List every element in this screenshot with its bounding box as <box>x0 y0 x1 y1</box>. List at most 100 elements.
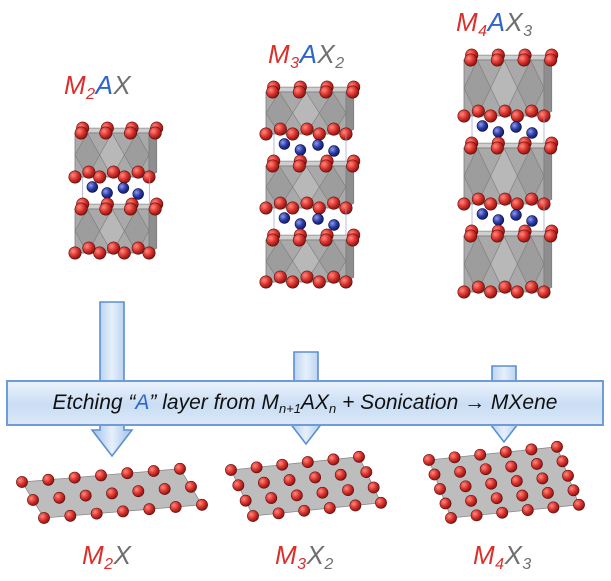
mxene-3-atom <box>439 497 452 510</box>
max-3-metal-atom <box>464 53 478 67</box>
max-1-metal-atom <box>82 165 96 179</box>
max-2-a-atom <box>278 138 291 150</box>
mxene-2-atom <box>349 499 362 512</box>
mxene-3-atom <box>423 454 435 466</box>
mxene-sheet-1 <box>16 462 208 524</box>
mxene-1-atom <box>106 487 118 500</box>
banner-part1: Etching “ <box>52 390 136 414</box>
mxene-3-atom <box>531 458 543 470</box>
max-2-metal-atom <box>273 196 287 210</box>
mxene-2-atom <box>290 489 303 502</box>
max-1-metal-atom <box>68 246 82 260</box>
mxene-2-atom <box>298 504 311 517</box>
max-3-a-atom <box>476 120 489 132</box>
banner-sub1: n+1 <box>278 400 301 416</box>
mxene-1-atom <box>143 503 156 516</box>
mxene-1-atom <box>196 498 208 511</box>
mxene-1-atom <box>53 491 66 504</box>
max-2-a-atom <box>328 219 340 231</box>
mxene-sheet-3 <box>423 440 585 524</box>
max-2-metal-atom <box>319 85 333 99</box>
mxene-3-atom <box>448 451 461 464</box>
mxene-2-atom <box>316 486 329 499</box>
max-3-metal-atom <box>484 197 498 211</box>
max-1-metal-atom <box>107 165 121 179</box>
max-2-metal-atom <box>259 275 273 289</box>
max-structure-3 <box>457 48 559 299</box>
mxene-2-atom <box>258 476 270 489</box>
mxene-2-atom <box>225 464 237 476</box>
mxene-2-atom <box>265 492 278 504</box>
max-3-metal-atom <box>471 104 485 118</box>
max-3-metal-atom <box>510 109 524 123</box>
max-3-metal-atom <box>544 53 558 67</box>
mxene-1-atom <box>27 494 39 506</box>
label-m4ax3-m: M <box>456 7 479 37</box>
max-3-a-atom <box>492 214 505 226</box>
mxene-3-atom <box>428 468 441 481</box>
max-2-metal-atom <box>286 127 300 141</box>
label-m3x2-m-sub: 3 <box>297 556 307 573</box>
max-2-metal-atom <box>300 270 314 284</box>
mxene-1-atom <box>169 501 182 513</box>
max-3-metal-atom <box>517 141 531 155</box>
mxene-3-atom <box>499 446 512 458</box>
max-2-metal-atom <box>286 201 300 215</box>
label-m4x3-x-sub: 3 <box>522 556 532 573</box>
mxene-1-atom <box>90 507 103 520</box>
banner-part2: ” layer from M <box>149 390 279 414</box>
mxene-3-atom <box>490 492 503 505</box>
max-3-metal-atom <box>464 141 478 155</box>
mxene-2-atom <box>232 479 245 492</box>
mxene-2-atom <box>353 450 365 463</box>
mxene-2-atom <box>309 471 322 484</box>
label-m2x-x: X <box>113 540 132 570</box>
max-3-a-atom <box>510 121 522 133</box>
label-m4x3-m: M <box>473 540 496 570</box>
mxene-3-atom <box>505 460 518 473</box>
max-2-metal-atom <box>319 233 333 247</box>
mxene-1-atom <box>64 509 77 522</box>
label-m2x-m: M <box>82 540 105 570</box>
max-1-metal-atom <box>93 170 107 184</box>
max-3-a-atom <box>526 215 538 227</box>
max-structure-1 <box>68 121 164 260</box>
mxene-2-atom <box>272 507 285 520</box>
max-2-metal-atom <box>266 85 280 99</box>
max-2-a-atom <box>294 144 307 156</box>
process-arrow-1 <box>90 301 134 458</box>
max-3-octahedron-facet <box>517 235 545 293</box>
max-1-metal-atom <box>82 241 96 255</box>
mxene-1-atom <box>174 462 186 475</box>
mxene-2-atom <box>247 510 259 522</box>
mxene-2-atom <box>276 458 289 471</box>
mxene-2-atom <box>323 502 336 514</box>
max-1-metal-atom <box>74 202 88 216</box>
label-m4x3-x: X <box>504 540 523 570</box>
max-3-metal-atom <box>544 229 558 243</box>
mxene-3-atom <box>562 469 574 482</box>
mxene-3-atom <box>573 498 585 511</box>
max-3-metal-atom <box>464 229 478 243</box>
mxene-2-atom <box>375 496 387 509</box>
max-2-metal-atom <box>266 233 280 247</box>
max-1-a-atom <box>86 181 99 193</box>
max-3-metal-atom <box>490 141 504 155</box>
max-3-metal-atom <box>457 285 471 299</box>
label-m3ax2-m: M <box>268 39 291 69</box>
mxene-3-atom <box>521 504 534 516</box>
max-3-a-atom <box>476 208 489 220</box>
max-2-metal-atom <box>312 201 326 215</box>
mxene-3-atom <box>485 477 498 490</box>
max-3-octahedron-facet <box>517 147 545 205</box>
max-2-metal-atom <box>259 201 273 215</box>
mxene-3-atom <box>556 455 569 468</box>
max-2-a-atom <box>328 145 340 157</box>
label-m2ax-m: M <box>64 70 87 100</box>
mxene-3-atom <box>542 487 554 499</box>
max-1-a-atom <box>101 187 113 199</box>
banner-text: Etching “A” layer from Mn+1AXn + Sonicat… <box>53 391 558 416</box>
label-m2x: M2X <box>82 540 131 574</box>
mxene-2-atom <box>342 484 354 497</box>
